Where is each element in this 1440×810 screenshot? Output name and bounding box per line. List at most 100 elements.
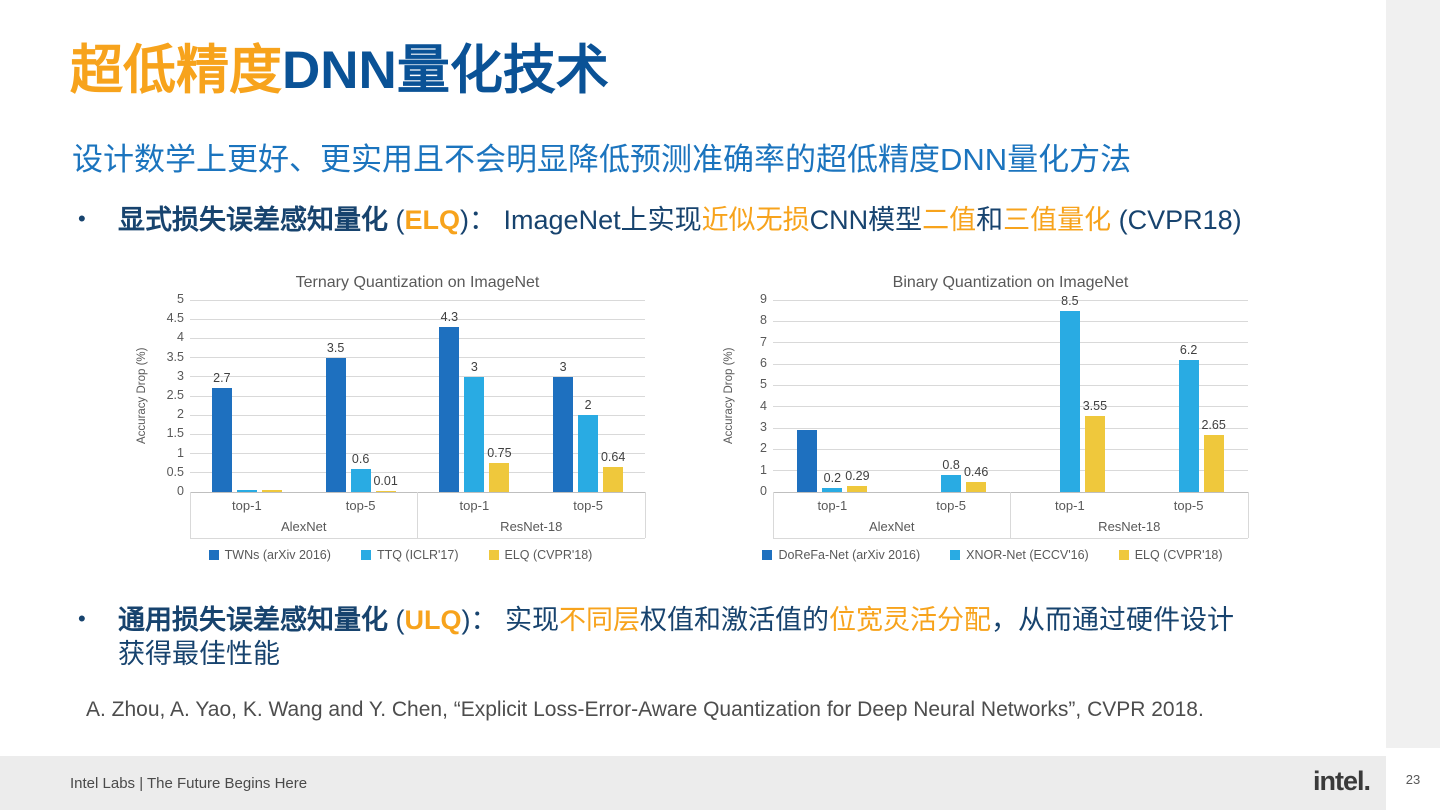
y-tick-label: 1.5 (166, 426, 184, 441)
gridline (190, 318, 645, 320)
text-segment: CNN模型 (809, 205, 923, 235)
footer-bar: Intel Labs | The Future Begins Here inte… (0, 756, 1386, 810)
text-segment: ，从而通过硬件设计 获得最佳性能 (118, 605, 1235, 670)
bar-value-label: 2.65 (1201, 418, 1226, 433)
category-divider (1010, 492, 1011, 538)
text-segment: )： (460, 205, 504, 235)
bar-value-label: 0.6 (351, 451, 370, 466)
bar-value-label: 0.75 (487, 446, 512, 461)
bar-value-label: 3 (470, 359, 478, 374)
bar-ttq-iclr-17- (236, 490, 257, 492)
y-tick-label: 2 (760, 441, 767, 456)
text-segment: 不同层 (559, 605, 641, 635)
bar-elq-cvpr-18- (489, 463, 510, 492)
bar-value-label: 0.46 (963, 465, 989, 480)
y-tick-label: 4.5 (166, 311, 184, 326)
bar-value-label: 8.5 (1061, 293, 1079, 308)
slide-title: 超低精度DNN量化技术 (70, 41, 609, 100)
gridline (773, 427, 1248, 429)
y-tick-label: 4 (760, 398, 767, 413)
category-divider (772, 492, 774, 538)
bar-value-label: 3.55 (1082, 399, 1108, 414)
bar-value-label: 0.29 (845, 468, 870, 483)
category-label: top-5 (936, 498, 966, 513)
y-tick-label: 0.5 (166, 464, 184, 479)
text-segment: ( (395, 205, 405, 235)
legend-item: TWNs (arXiv 2016) (208, 548, 331, 562)
bar-elq-cvpr-18- (603, 467, 624, 492)
footer-tagline: Intel Labs | The Future Begins Here (70, 774, 308, 792)
gridline (190, 337, 645, 339)
bar-value-label: 0.01 (373, 474, 398, 488)
gridline (773, 363, 1248, 365)
legend-label: TWNs (arXiv 2016) (224, 548, 331, 562)
y-tick-label: 5 (760, 377, 767, 392)
bar-ttq-iclr-17- (578, 415, 599, 492)
category-group-label: ResNet-18 (1098, 519, 1161, 534)
bar-ttq-iclr-17- (350, 468, 371, 492)
bar-value-label: 2.7 (213, 371, 231, 386)
legend-item: ELQ (CVPR'18) (1118, 548, 1223, 562)
bullet-elq-text: 显式损失误差感知量化 (ELQ)： ImageNet上实现近似无损CNN模型二值… (118, 203, 1378, 237)
legend-item: DoReFa-Net (arXiv 2016) (762, 548, 920, 562)
gridline (190, 357, 645, 359)
citation: A. Zhou, A. Yao, K. Wang and Y. Chen, “E… (86, 698, 1204, 721)
chart-binary-quantization: Binary Quantization on ImageNet Accuracy … (715, 272, 1270, 577)
legend-label: DoReFa-Net (arXiv 2016) (778, 548, 921, 562)
category-divider (189, 492, 191, 538)
chart-title: Ternary Quantization on ImageNet (295, 274, 540, 291)
y-tick-label: 3.5 (166, 349, 184, 364)
bar-xnor-net-eccv-16- (941, 474, 962, 492)
bullet-marker: • (78, 206, 86, 231)
bar-elq-cvpr-18- (1203, 435, 1224, 492)
bar-xnor-net-eccv-16- (1178, 359, 1199, 492)
bar-value-label: 2 (584, 398, 592, 413)
gridline (773, 342, 1248, 344)
text-segment: ( (395, 605, 405, 635)
text-segment: 三值量化 (1003, 205, 1112, 235)
bar-dorefa-net-arxiv-2016- (797, 430, 818, 492)
bar-elq-cvpr-18- (1084, 416, 1105, 492)
y-tick-label: 7 (760, 334, 767, 349)
gridline (773, 299, 1248, 301)
text-segment: 和 (976, 205, 1004, 235)
y-tick-label: 9 (760, 292, 767, 306)
bar-elq-cvpr-18- (261, 490, 282, 492)
y-tick-label: 3 (177, 368, 184, 383)
category-divider (417, 492, 418, 538)
bar-value-label: 6.2 (1179, 342, 1198, 357)
legend-item: ELQ (CVPR'18) (488, 548, 593, 562)
bar-twns-arxiv-2016- (211, 388, 232, 492)
gridline (190, 453, 645, 455)
bar-value-label: 0.64 (600, 450, 626, 465)
y-tick-label: 0 (760, 484, 767, 498)
bar-xnor-net-eccv-16- (1059, 310, 1080, 492)
gridline (773, 470, 1248, 472)
gridline (773, 320, 1248, 322)
legend-swatch (762, 550, 773, 560)
bar-xnor-net-eccv-16- (822, 487, 843, 492)
bullet-marker: • (78, 606, 86, 631)
bar-value-label: 0.8 (942, 457, 960, 472)
bar-twns-arxiv-2016- (553, 376, 574, 492)
legend-swatch (1118, 550, 1129, 560)
text-segment: 二值 (922, 205, 977, 235)
title-highlight: 超低精度 (70, 41, 282, 100)
chart-title: Binary Quantization on ImageNet (892, 274, 1129, 291)
chart-ternary-quantization: Ternary Quantization on ImageNet Accuracy… (128, 272, 673, 577)
y-tick-label: 2 (177, 407, 184, 422)
legend-label: ELQ (CVPR'18) (504, 548, 593, 562)
category-label: top-1 (232, 498, 262, 513)
legend-swatch (208, 550, 219, 560)
category-group-label: AlexNet (280, 519, 327, 534)
text-segment: ELQ (404, 205, 461, 235)
legend-item: TTQ (ICLR'17) (360, 548, 459, 562)
text-segment: 显式损失误差感知量化 (118, 205, 396, 235)
viewer-side-margin (1386, 0, 1440, 748)
category-label: top-1 (817, 498, 848, 513)
text-segment: 通用损失误差感知量化 (118, 605, 396, 635)
bar-twns-arxiv-2016- (439, 326, 460, 492)
category-divider (1247, 492, 1249, 538)
y-tick-label: 6 (760, 356, 767, 370)
